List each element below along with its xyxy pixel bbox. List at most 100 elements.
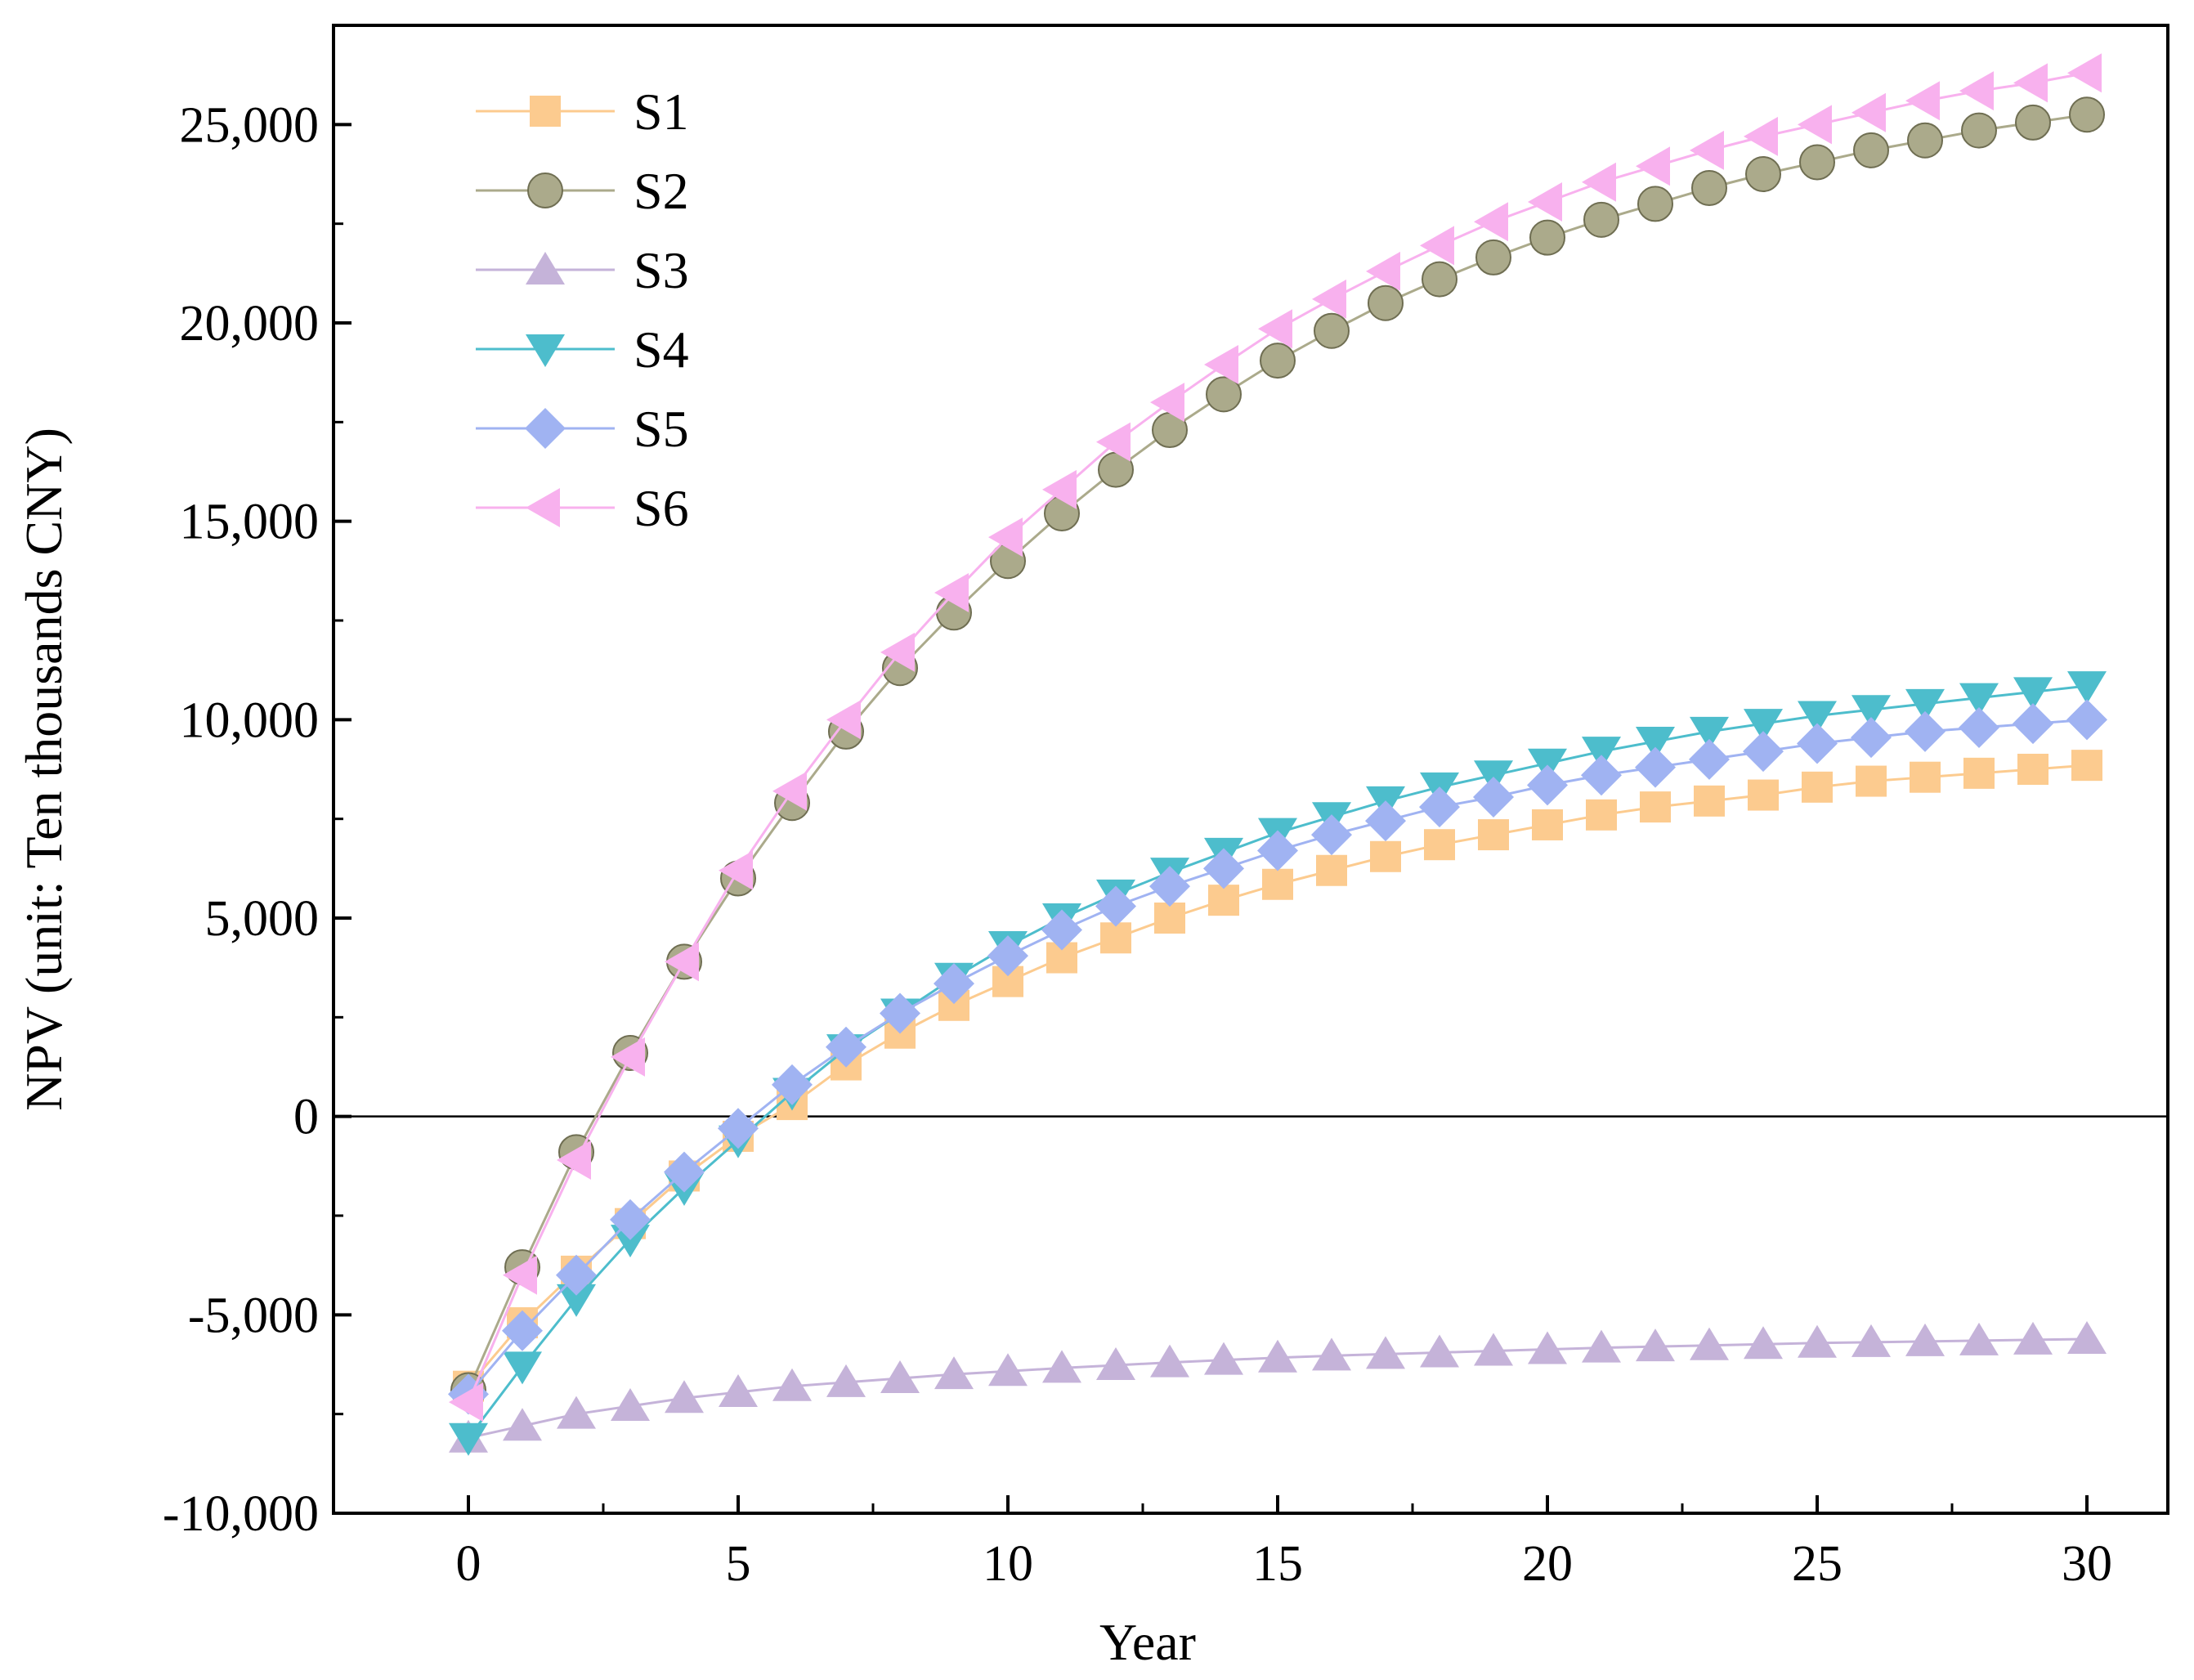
data-point-S2 bbox=[1529, 219, 1565, 256]
data-point-S3 bbox=[1474, 1333, 1513, 1366]
legend-item-S5: S5 bbox=[476, 400, 689, 458]
data-point-S4 bbox=[1851, 695, 1891, 728]
legend: S1 S2 S3 S4 S5 S6 bbox=[476, 83, 689, 537]
data-point-S6 bbox=[1096, 422, 1131, 462]
data-point-S5 bbox=[1581, 755, 1622, 796]
series-S2 bbox=[450, 96, 2105, 1409]
data-point-S2 bbox=[1583, 201, 1619, 238]
data-point-S5 bbox=[2066, 699, 2107, 741]
data-point-S1 bbox=[1154, 903, 1185, 934]
data-point-S6 bbox=[449, 1382, 483, 1422]
legend-item-S4: S4 bbox=[476, 320, 689, 379]
data-point-S5 bbox=[1257, 830, 1298, 871]
x-tick-label: 20 bbox=[1522, 1536, 1573, 1592]
data-point-S5 bbox=[1851, 717, 1892, 759]
data-point-S1 bbox=[1316, 854, 1347, 886]
series-line-S2 bbox=[467, 113, 2088, 1391]
data-point-S1 bbox=[2071, 750, 2102, 782]
data-point-S5 bbox=[1689, 738, 1730, 780]
data-point-S6 bbox=[1420, 226, 1454, 266]
data-point-S6 bbox=[1042, 469, 1077, 509]
data-point-S1 bbox=[1586, 799, 1617, 831]
data-point-S5 bbox=[880, 992, 920, 1034]
data-point-S6 bbox=[1204, 344, 1238, 384]
data-point-S4 bbox=[449, 1422, 488, 1456]
data-point-S5 bbox=[1365, 800, 1406, 842]
data-point-S5 bbox=[1419, 786, 1460, 828]
data-point-S1 bbox=[1963, 757, 1995, 789]
data-point-S6 bbox=[934, 573, 969, 613]
data-point-S5 bbox=[1797, 723, 1838, 764]
data-point-S3 bbox=[1582, 1329, 1621, 1363]
data-point-S6 bbox=[1959, 71, 1994, 111]
legend-marker-S6 bbox=[526, 488, 560, 527]
data-point-S3 bbox=[1258, 1339, 1297, 1373]
ticks-layer: 0 5 10 15 20 25 30 -10,000 -5,000 0 5,000 10,000 15,… bbox=[163, 97, 2112, 1592]
data-point-S3 bbox=[1042, 1350, 1081, 1383]
legend-marker-S1 bbox=[530, 96, 561, 127]
data-point-S6 bbox=[1636, 146, 1670, 186]
data-point-S3 bbox=[826, 1364, 866, 1397]
data-point-S3 bbox=[1150, 1344, 1189, 1378]
data-point-S1 bbox=[1370, 840, 1401, 872]
data-point-S3 bbox=[665, 1380, 704, 1413]
legend-item-S3: S3 bbox=[476, 241, 689, 299]
data-point-S3 bbox=[1366, 1336, 1405, 1369]
data-point-S5 bbox=[826, 1026, 866, 1068]
data-point-S3 bbox=[1690, 1327, 1729, 1360]
data-point-S6 bbox=[2067, 53, 2102, 93]
data-point-S3 bbox=[988, 1353, 1028, 1387]
data-point-S2 bbox=[1260, 343, 1296, 379]
data-point-S1 bbox=[1208, 885, 1239, 916]
data-point-S1 bbox=[1424, 829, 1455, 861]
data-point-S4 bbox=[611, 1225, 650, 1258]
data-point-S5 bbox=[1473, 776, 1514, 818]
x-tick-label: 25 bbox=[1792, 1536, 1843, 1592]
data-point-S1 bbox=[1100, 922, 1131, 954]
data-point-S3 bbox=[1312, 1337, 1351, 1371]
data-point-S3 bbox=[611, 1387, 650, 1421]
data-point-S6 bbox=[1312, 279, 1346, 319]
legend-label-S2: S2 bbox=[634, 162, 689, 220]
data-point-S3 bbox=[2067, 1320, 2107, 1354]
data-point-S3 bbox=[934, 1356, 974, 1390]
y-tick-label: 0 bbox=[293, 1090, 319, 1145]
data-point-S1 bbox=[1640, 791, 1671, 823]
data-point-S6 bbox=[772, 771, 807, 811]
data-point-S5 bbox=[664, 1151, 705, 1193]
data-point-S5 bbox=[556, 1254, 597, 1296]
data-point-S2 bbox=[1475, 239, 1511, 276]
data-point-S3 bbox=[1096, 1346, 1135, 1380]
data-point-S4 bbox=[2013, 677, 2053, 710]
data-point-S6 bbox=[2013, 63, 2048, 103]
data-point-S3 bbox=[772, 1368, 812, 1401]
data-point-S6 bbox=[719, 850, 753, 890]
data-point-S4 bbox=[1959, 683, 1999, 716]
data-point-S1 bbox=[1262, 868, 1293, 900]
data-point-S6 bbox=[503, 1255, 537, 1295]
x-tick-label: 30 bbox=[2062, 1536, 2112, 1592]
data-point-S6 bbox=[880, 632, 915, 672]
data-point-S6 bbox=[1474, 202, 1508, 242]
y-axis-title: NPV (unit: Ten thousands CNY) bbox=[15, 428, 73, 1111]
data-point-S6 bbox=[1744, 116, 1778, 156]
data-point-S2 bbox=[1691, 169, 1727, 206]
data-point-S6 bbox=[1690, 130, 1724, 170]
data-point-S6 bbox=[1258, 309, 1292, 349]
data-point-S5 bbox=[1959, 707, 1999, 749]
data-point-S1 bbox=[1478, 819, 1509, 851]
data-point-S1 bbox=[1856, 765, 1887, 797]
legend-marker-S3 bbox=[526, 252, 565, 284]
legend-label-S4: S4 bbox=[634, 320, 689, 379]
data-point-S3 bbox=[1744, 1326, 1783, 1360]
x-tick-label: 15 bbox=[1252, 1536, 1303, 1592]
data-point-S2 bbox=[1799, 144, 1835, 181]
data-point-S1 bbox=[2017, 754, 2048, 785]
series-layer bbox=[448, 53, 2107, 1456]
plot-frame bbox=[332, 24, 2169, 1515]
data-point-S6 bbox=[665, 942, 699, 982]
data-point-S4 bbox=[1636, 727, 1675, 760]
data-point-S6 bbox=[1905, 81, 1940, 121]
data-point-S6 bbox=[1582, 162, 1616, 202]
